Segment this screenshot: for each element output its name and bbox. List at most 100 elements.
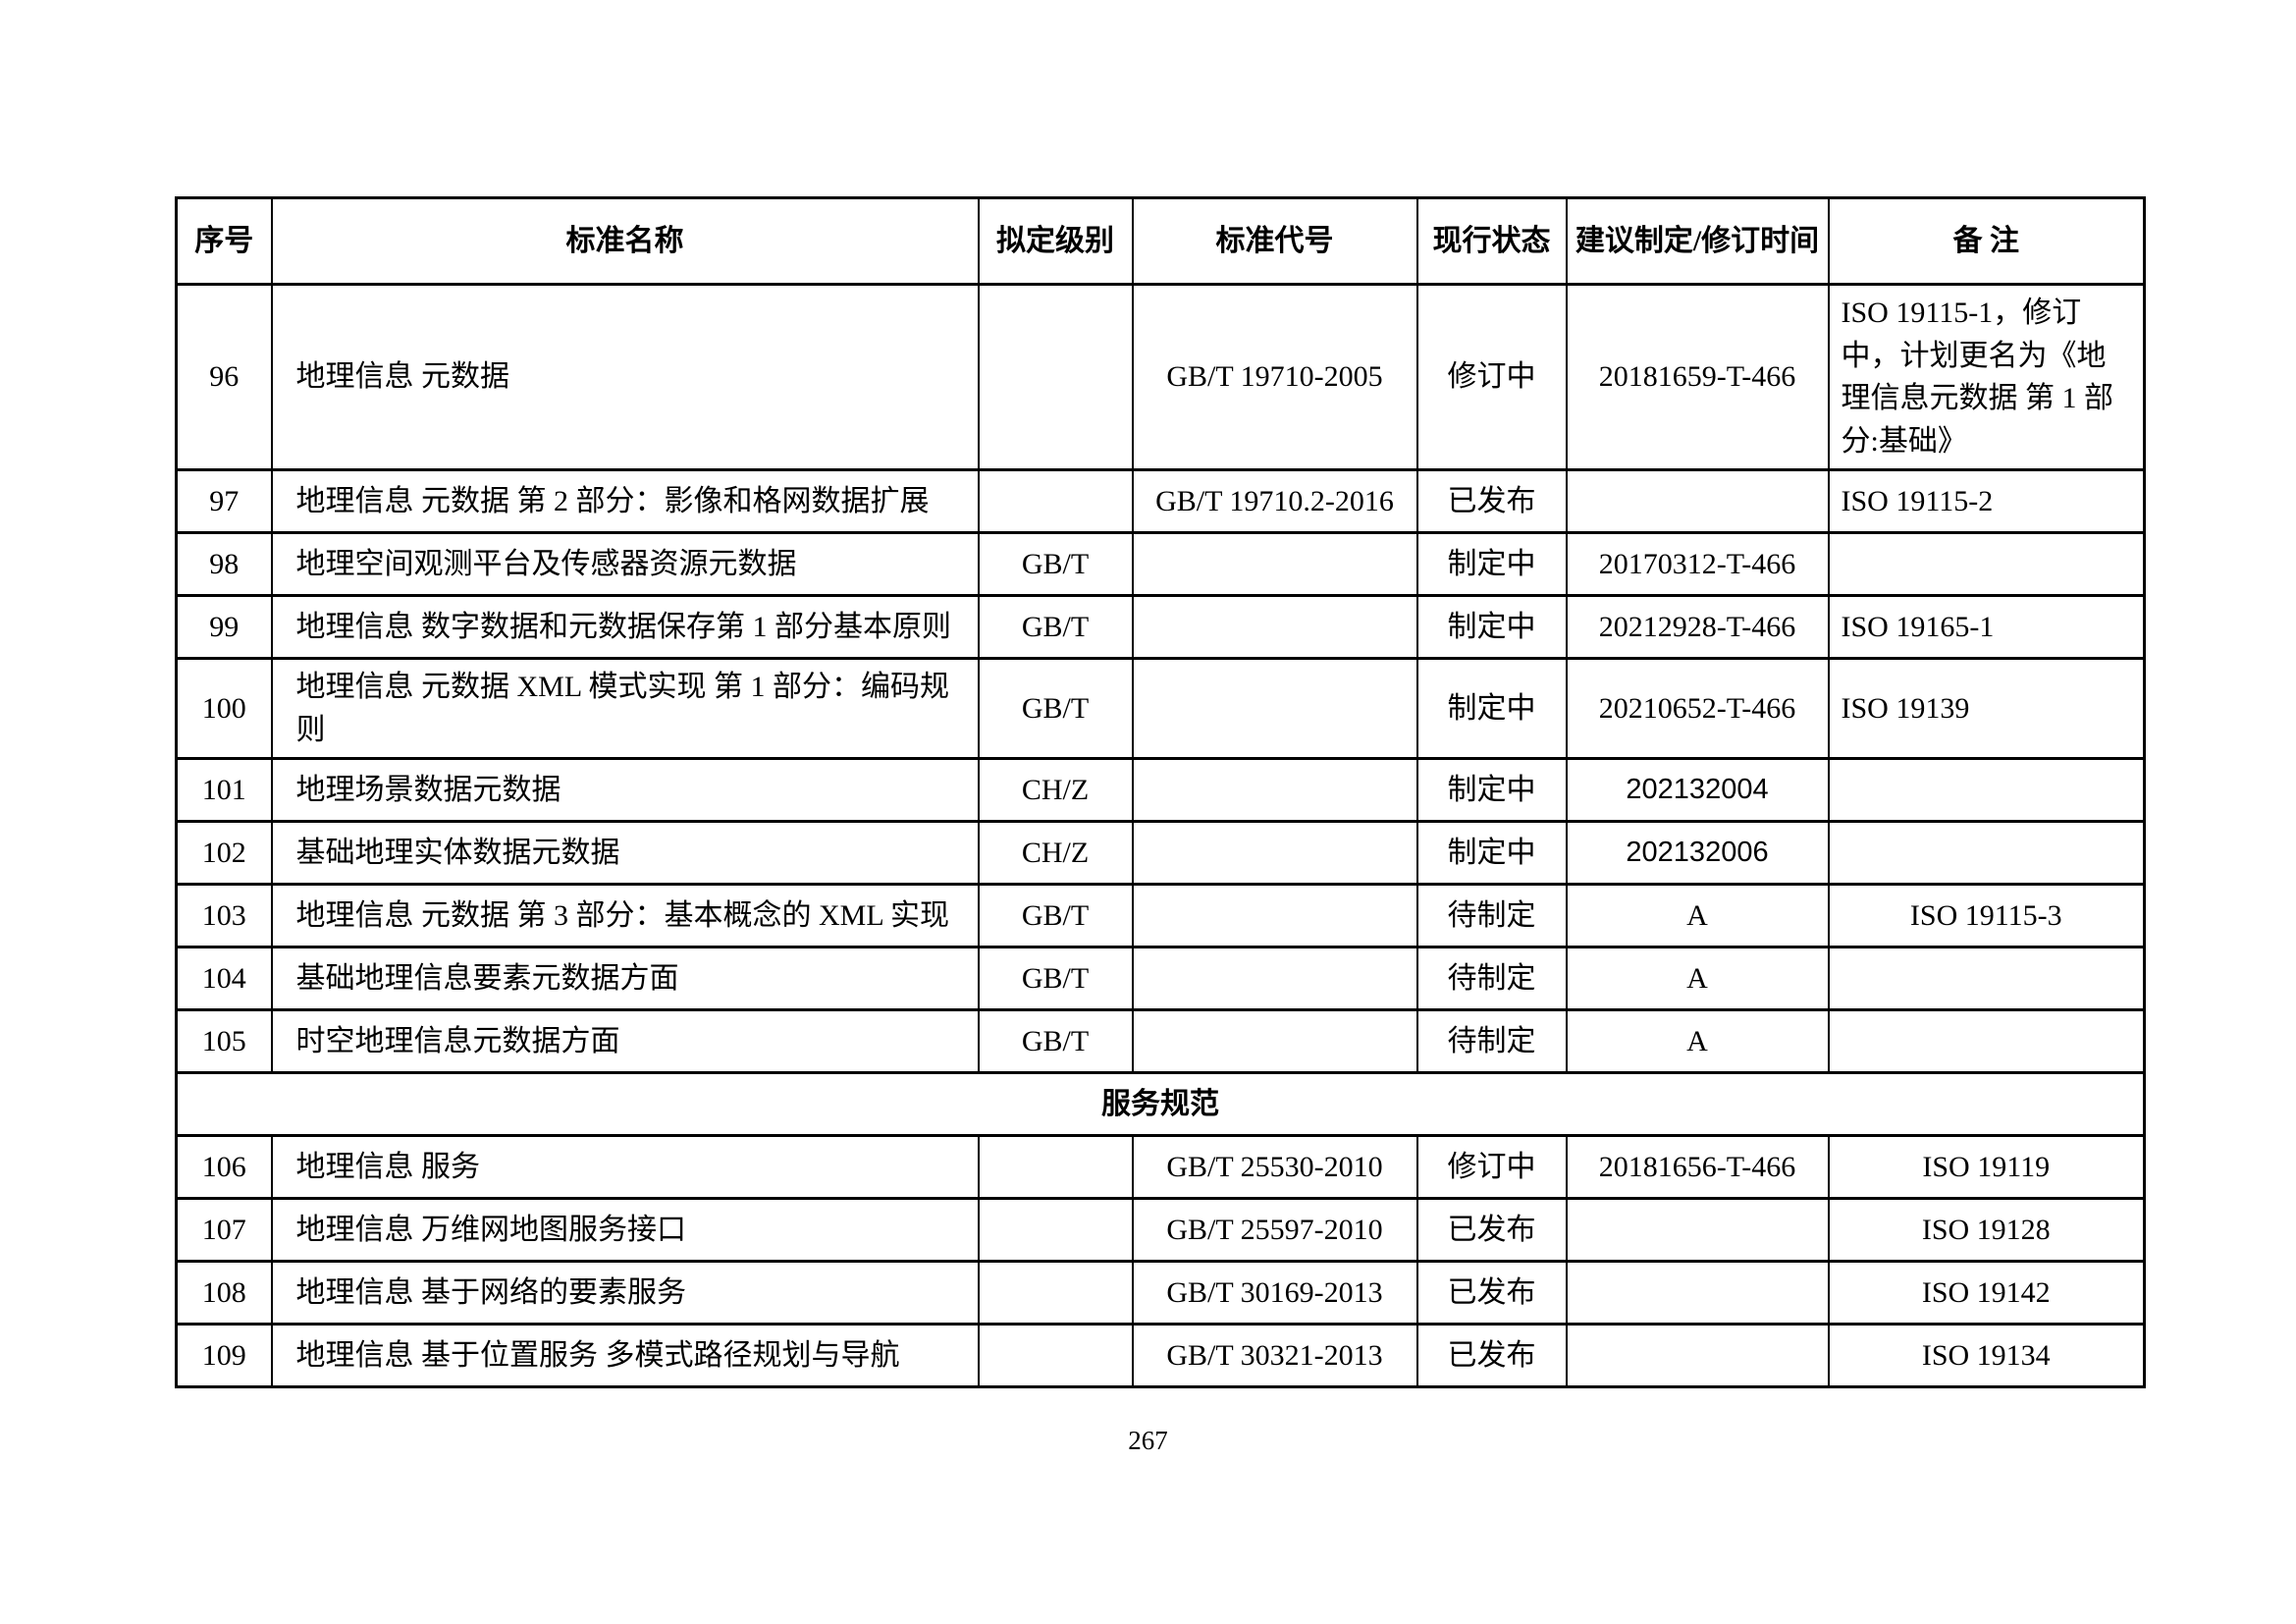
cell-code	[1131, 1008, 1418, 1074]
cell-no: 97	[175, 468, 273, 534]
cell-name: 地理信息 数字数据和元数据保存第 1 部分基本原则	[270, 594, 980, 660]
table-row: 96 地理信息 元数据 GB/T 19710-2005 修订中 20181659-T-4…	[175, 283, 2146, 471]
cell-code	[1131, 820, 1418, 886]
cell-level: GB/T	[977, 946, 1134, 1011]
cell-remark: ISO 19119	[1827, 1134, 2146, 1200]
table-row: 101 地理场景数据元数据 CH/Z 制定中 202132004	[175, 757, 2146, 823]
table-row: 104 基础地理信息要素元数据方面 GB/T 待制定 A	[175, 946, 2146, 1011]
cell-status: 修订中	[1415, 283, 1568, 471]
cell-remark: ISO 19165-1	[1827, 594, 2146, 660]
column-header-time: 建议制定/修订时间	[1565, 196, 1830, 286]
cell-remark	[1827, 1008, 2146, 1074]
cell-time: 20181659-T-466	[1565, 283, 1830, 471]
cell-status: 待制定	[1415, 1008, 1568, 1074]
cell-no: 102	[175, 820, 273, 886]
standards-table: 序号 标准名称 拟定级别 标准代号 现行状态 建议制定/修订时间备 注 96 地理信息 元数…	[175, 196, 2146, 1388]
table-row: 103 地理信息 元数据 第 3 部分：基本概念的 XML 实现 GB/T 待制定 A I…	[175, 883, 2146, 948]
column-header-status: 现行状态	[1415, 196, 1568, 286]
cell-remark: ISO 19128	[1827, 1197, 2146, 1263]
cell-level: CH/Z	[977, 757, 1134, 823]
cell-no: 106	[175, 1134, 273, 1200]
cell-remark	[1827, 946, 2146, 1011]
cell-remark: ISO 19115-2	[1827, 468, 2146, 534]
cell-level	[977, 283, 1134, 471]
cell-name: 地理信息 服务	[270, 1134, 980, 1200]
section-row: 服务规范	[175, 1071, 2146, 1137]
cell-code	[1131, 946, 1418, 1011]
cell-no: 96	[175, 283, 273, 471]
cell-name: 基础地理实体数据元数据	[270, 820, 980, 886]
column-header-name: 标准名称	[270, 196, 980, 286]
table-row: 106 地理信息 服务 GB/T 25530-2010 修订中 20181656-T-4…	[175, 1134, 2146, 1200]
cell-code: GB/T 30169-2013	[1131, 1260, 1418, 1326]
cell-no: 98	[175, 531, 273, 597]
table-row: 100 地理信息 元数据 XML 模式实现 第 1 部分：编码规则 GB/T 制定中 2…	[175, 657, 2146, 760]
cell-no: 99	[175, 594, 273, 660]
cell-time	[1565, 1197, 1830, 1263]
cell-code	[1131, 883, 1418, 948]
cell-code	[1131, 757, 1418, 823]
column-header-level: 拟定级别	[977, 196, 1134, 286]
cell-status: 已发布	[1415, 1260, 1568, 1326]
cell-level: GB/T	[977, 657, 1134, 760]
cell-code: GB/T 19710-2005	[1131, 283, 1418, 471]
cell-time	[1565, 1323, 1830, 1388]
cell-time: 20210652-T-466	[1565, 657, 1830, 760]
cell-level: GB/T	[977, 1008, 1134, 1074]
cell-time	[1565, 468, 1830, 534]
cell-level	[977, 1323, 1134, 1388]
table-row: 99 地理信息 数字数据和元数据保存第 1 部分基本原则 GB/T 制定中 202129…	[175, 594, 2146, 660]
cell-status: 已发布	[1415, 468, 1568, 534]
cell-no: 103	[175, 883, 273, 948]
cell-remark: ISO 19115-3	[1827, 883, 2146, 948]
cell-time: A	[1565, 883, 1830, 948]
cell-remark: ISO 19142	[1827, 1260, 2146, 1326]
cell-level	[977, 1134, 1134, 1200]
cell-remark: ISO 19115-1，修订中，计划更名为《地理信息元数据 第 1 部分:基础》	[1827, 283, 2146, 471]
cell-remark	[1827, 820, 2146, 886]
cell-name: 地理信息 基于网络的要素服务	[270, 1260, 980, 1326]
cell-code: GB/T 30321-2013	[1131, 1323, 1418, 1388]
cell-level	[977, 1260, 1134, 1326]
cell-name: 地理信息 元数据	[270, 283, 980, 471]
table-header: 序号 标准名称 拟定级别 标准代号 现行状态 建议制定/修订时间备 注	[175, 196, 2146, 286]
page-number: 267	[1128, 1426, 1168, 1455]
cell-name: 地理场景数据元数据	[270, 757, 980, 823]
cell-status: 待制定	[1415, 883, 1568, 948]
cell-name: 时空地理信息元数据方面	[270, 1008, 980, 1074]
cell-status: 制定中	[1415, 757, 1568, 823]
cell-remark	[1827, 531, 2146, 597]
cell-name: 地理信息 元数据 第 3 部分：基本概念的 XML 实现	[270, 883, 980, 948]
cell-time: 202132006	[1565, 820, 1830, 886]
table-body: 96 地理信息 元数据 GB/T 19710-2005 修订中 20181659-T-4…	[175, 283, 2146, 1388]
cell-no: 108	[175, 1260, 273, 1326]
cell-time: 20212928-T-466	[1565, 594, 1830, 660]
cell-code: GB/T 25530-2010	[1131, 1134, 1418, 1200]
cell-code	[1131, 657, 1418, 760]
cell-no: 100	[175, 657, 273, 760]
cell-no: 101	[175, 757, 273, 823]
cell-status: 修订中	[1415, 1134, 1568, 1200]
cell-code: GB/T 19710.2-2016	[1131, 468, 1418, 534]
cell-code	[1131, 531, 1418, 597]
cell-name: 地理信息 基于位置服务 多模式路径规划与导航	[270, 1323, 980, 1388]
cell-status: 制定中	[1415, 657, 1568, 760]
cell-code: GB/T 25597-2010	[1131, 1197, 1418, 1263]
cell-no: 105	[175, 1008, 273, 1074]
cell-name: 地理信息 万维网地图服务接口	[270, 1197, 980, 1263]
cell-status: 待制定	[1415, 946, 1568, 1011]
cell-no: 107	[175, 1197, 273, 1263]
cell-time	[1565, 1260, 1830, 1326]
cell-no: 104	[175, 946, 273, 1011]
cell-status: 制定中	[1415, 531, 1568, 597]
section-title: 服务规范	[175, 1071, 2146, 1137]
cell-remark: ISO 19139	[1827, 657, 2146, 760]
cell-time: 20181656-T-466	[1565, 1134, 1830, 1200]
table-row: 109 地理信息 基于位置服务 多模式路径规划与导航 GB/T 30321-2013…	[175, 1323, 2146, 1388]
cell-status: 已发布	[1415, 1323, 1568, 1388]
cell-time: 20170312-T-466	[1565, 531, 1830, 597]
cell-status: 制定中	[1415, 594, 1568, 660]
table-row: 108 地理信息 基于网络的要素服务 GB/T 30169-2013 已发布 ISO 1…	[175, 1260, 2146, 1326]
table-row: 98 地理空间观测平台及传感器资源元数据 GB/T 制定中 20170312-T-466	[175, 531, 2146, 597]
cell-time: 202132004	[1565, 757, 1830, 823]
